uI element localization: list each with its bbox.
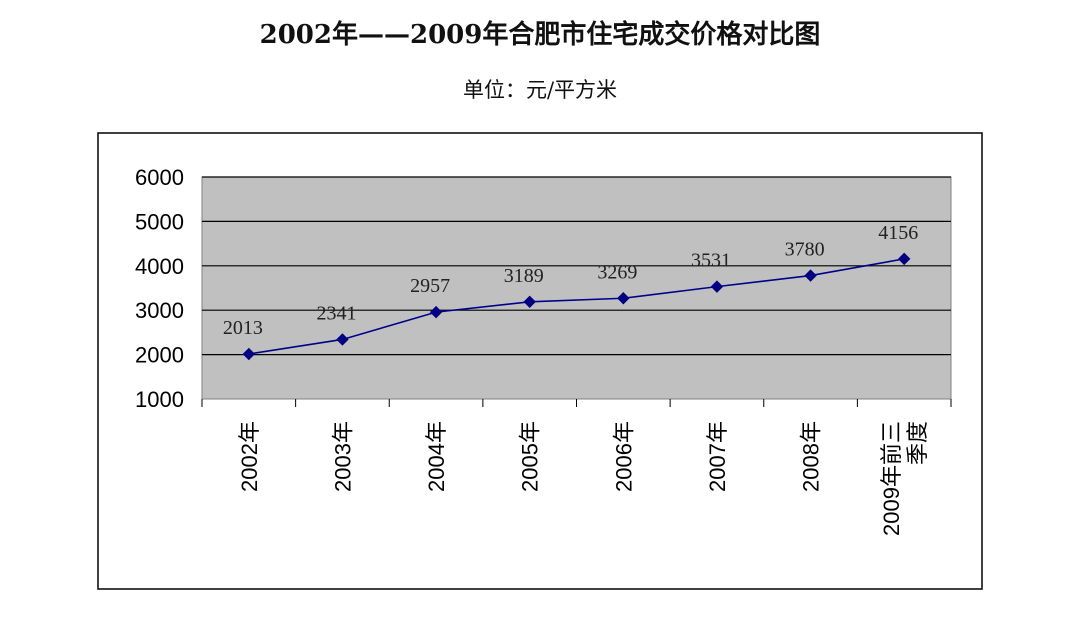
data-label: 4156 <box>878 222 918 244</box>
x-category-line: 2009年前三 <box>879 421 904 536</box>
data-point-marker <box>804 269 817 282</box>
x-category-label: 2005年 <box>518 421 543 492</box>
y-tick-label: 5000 <box>135 209 184 234</box>
data-point-marker <box>523 295 536 309</box>
plot-area <box>201 176 952 400</box>
data-label: 3269 <box>597 261 637 283</box>
y-tick-label: 2000 <box>135 343 184 368</box>
x-category-label: 2002年 <box>237 421 262 492</box>
x-category-line: 2006年 <box>611 421 636 492</box>
data-label: 3189 <box>504 265 544 287</box>
data-point-marker <box>336 333 349 346</box>
chart-title: 2002年——2009年合肥市住宅成交价格对比图 <box>259 20 821 50</box>
x-category-line: 2007年 <box>705 421 730 492</box>
data-label: 3780 <box>785 239 825 261</box>
y-tick-label: 3000 <box>135 298 184 323</box>
x-category-label: 2003年 <box>330 421 355 492</box>
x-category-line: 2002年 <box>237 421 262 492</box>
x-category-label: 2007年 <box>705 421 730 492</box>
x-category-label: 2004年 <box>424 421 449 492</box>
x-category-label: 2008年 <box>799 421 824 492</box>
data-point-marker <box>710 280 724 293</box>
chart-subtitle: 单位：元/平方米 <box>462 78 618 102</box>
data-label: 2013 <box>223 317 263 339</box>
data-label: 2957 <box>410 275 450 297</box>
data-point-marker <box>897 252 911 266</box>
y-tick-label: 6000 <box>135 165 184 190</box>
data-point-marker <box>617 292 630 305</box>
data-point-marker <box>242 347 256 361</box>
y-tick-label: 1000 <box>135 387 184 412</box>
data-label: 3531 <box>691 250 731 272</box>
x-category-line: 2004年 <box>424 421 449 492</box>
x-category-line: 季度 <box>905 421 930 465</box>
y-tick-label: 4000 <box>135 254 184 279</box>
data-label: 2341 <box>316 302 356 324</box>
x-category-line: 2005年 <box>518 421 543 492</box>
x-category-line: 2008年 <box>799 421 824 492</box>
series-line <box>248 258 905 355</box>
data-point-marker <box>429 305 443 319</box>
x-category-label: 2006年 <box>611 421 636 492</box>
x-category-label: 2009年前三 季度 <box>879 421 930 536</box>
x-category-line: 2003年 <box>330 421 355 492</box>
